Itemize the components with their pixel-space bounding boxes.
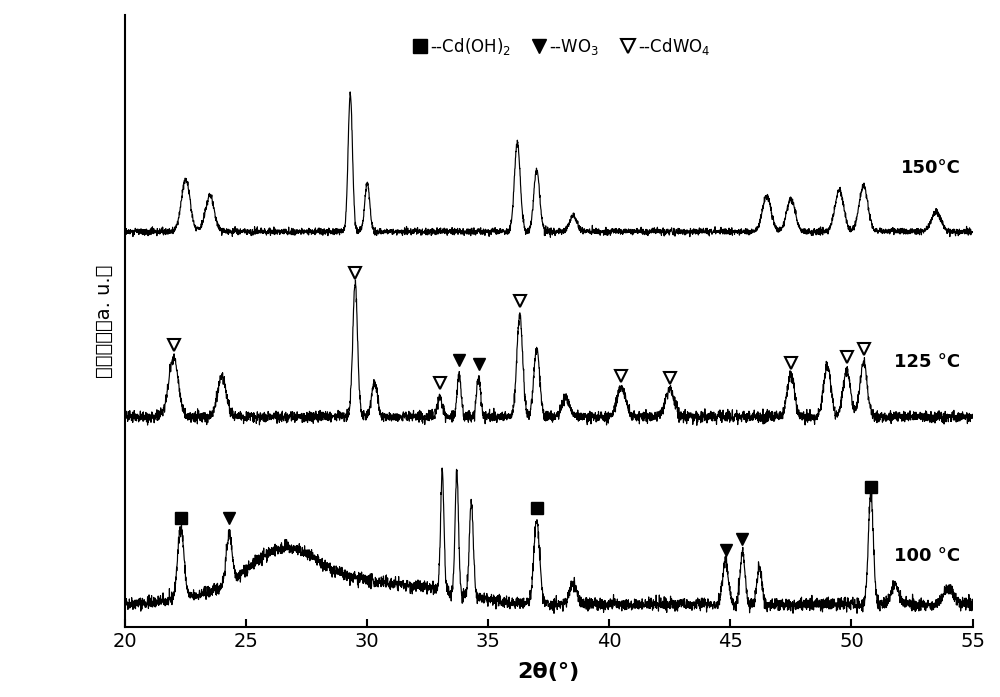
Y-axis label: 相对强度（a. u.）: 相对强度（a. u.） (95, 264, 114, 378)
X-axis label: 2θ(°): 2θ(°) (518, 662, 580, 682)
Text: 125 °C: 125 °C (894, 353, 960, 371)
Legend: --Cd(OH)$_2$, --WO$_3$, --CdWO$_4$: --Cd(OH)$_2$, --WO$_3$, --CdWO$_4$ (405, 29, 717, 64)
Text: 150°C: 150°C (901, 160, 960, 178)
Text: 100 °C: 100 °C (894, 547, 960, 565)
